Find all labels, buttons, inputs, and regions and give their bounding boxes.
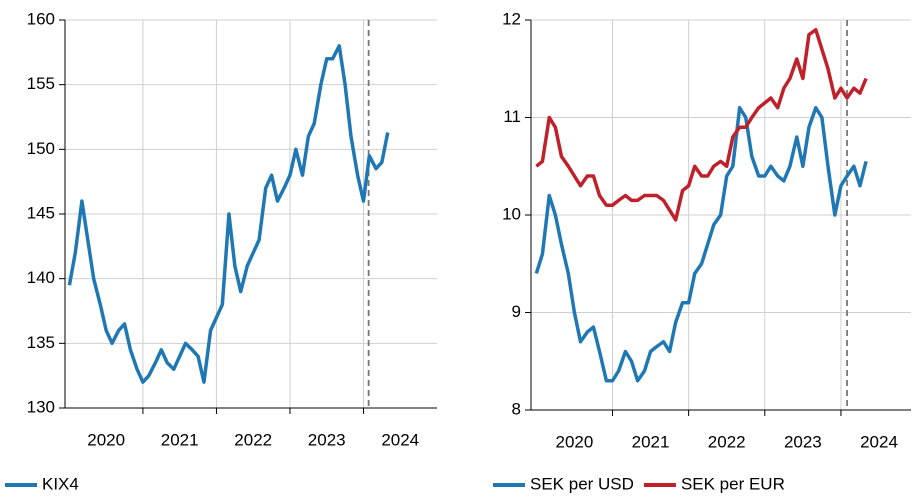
y-tick-label: 150	[27, 139, 55, 158]
y-tick-label: 10	[502, 204, 521, 223]
y-tick-label: 9	[512, 302, 521, 321]
y-tick-label: 145	[27, 203, 55, 222]
x-tick-label: 2024	[860, 432, 898, 451]
x-tick-label: 2023	[308, 430, 346, 449]
x-tick-label: 2022	[234, 430, 272, 449]
series-line	[535, 28, 868, 222]
series-line	[67, 44, 390, 384]
y-tick-label: 140	[27, 268, 55, 287]
legend-label: SEK per EUR	[681, 474, 785, 493]
y-tick-label: 155	[27, 74, 55, 93]
x-tick-label: 2022	[708, 432, 746, 451]
y-tick-label: 8	[512, 399, 521, 418]
y-tick-label: 12	[502, 9, 521, 28]
x-tick-label: 2020	[555, 432, 593, 451]
legend-label: KIX4	[42, 474, 79, 493]
series-line	[534, 106, 868, 383]
x-tick-label: 2021	[632, 432, 670, 451]
x-tick-label: 2024	[381, 430, 419, 449]
y-tick-label: 135	[27, 333, 55, 352]
x-tick-label: 2023	[784, 432, 822, 451]
y-tick-label: 11	[503, 107, 521, 126]
x-tick-label: 2020	[87, 430, 125, 449]
legend-label: SEK per USD	[530, 474, 634, 493]
x-tick-label: 2021	[161, 430, 199, 449]
y-tick-label: 130	[27, 397, 55, 416]
y-tick-label: 160	[27, 9, 55, 28]
